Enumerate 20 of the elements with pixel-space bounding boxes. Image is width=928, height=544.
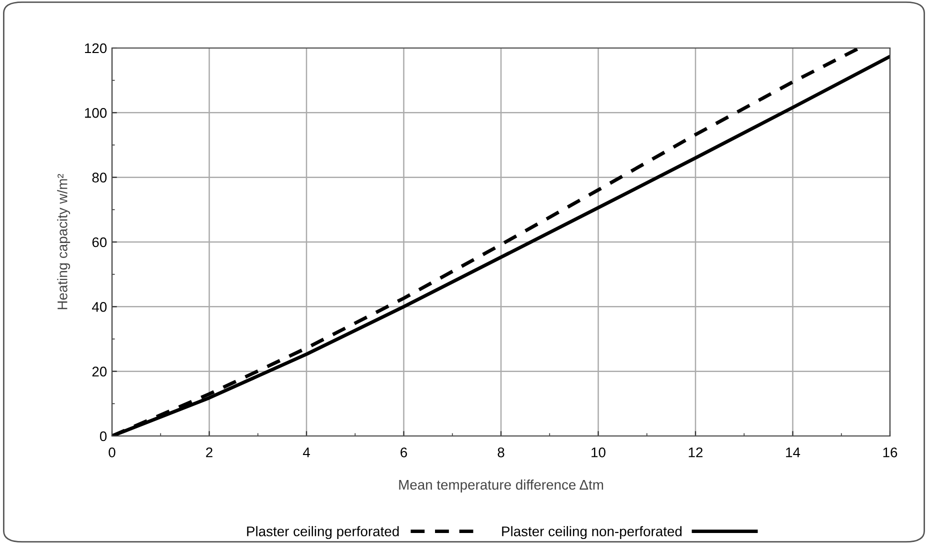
- x-tick-label: 2: [206, 447, 212, 458]
- legend-label: Plaster ceiling perforated: [247, 526, 399, 540]
- x-tick-label: 0: [108, 447, 116, 458]
- y-tick-label: 0: [100, 431, 107, 442]
- x-tick-label: 10: [592, 447, 606, 458]
- y-tick-label: 20: [92, 366, 107, 377]
- y-tick-label: 100: [85, 108, 107, 118]
- x-tick-label: 8: [498, 447, 504, 458]
- x-tick-label: 4: [302, 448, 310, 458]
- y-tick-label: 80: [92, 172, 107, 183]
- x-tick-label: 14: [786, 448, 800, 458]
- y-tick-label: 40: [92, 302, 107, 312]
- x-tick-label: 12: [688, 447, 703, 458]
- x-axis-title: Mean temperature difference Δtm: [399, 480, 604, 492]
- x-tick-label: 16: [883, 447, 898, 458]
- y-tick-label: 120: [85, 43, 107, 54]
- x-tick-label: 6: [400, 447, 407, 458]
- legend-label: Plaster ceiling non-perforated: [502, 526, 682, 540]
- y-axis-title: Heating capacity w/m²: [57, 174, 70, 310]
- y-tick-label: 60: [92, 237, 107, 248]
